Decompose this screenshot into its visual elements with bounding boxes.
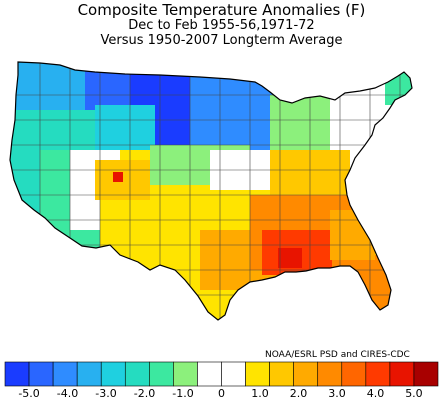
legend-tick-label: -4.0 [57, 387, 78, 400]
legend-swatch [389, 361, 415, 387]
legend-tick-label: 5.0 [405, 387, 423, 400]
legend-swatch [245, 361, 270, 387]
region-great-lakes-green [270, 95, 340, 155]
legend-tick-label: -2.0 [134, 387, 155, 400]
legend-swatch [341, 361, 367, 387]
division-boundaries [10, 62, 412, 320]
map-subtitle-period: Dec to Feb 1955-56,1971-72 [128, 18, 315, 33]
legend-tick-label: 2.0 [290, 387, 308, 400]
region-atlantic-orange [330, 210, 375, 260]
color-legend: -5.0 -4.0 -3.0 -2.0 -1.0 0 1.0 2.0 3.0 4.0 5.0 [4, 361, 439, 400]
legend-swatch [52, 361, 78, 387]
region-louisiana-deepred [278, 248, 302, 268]
legend-tick-label: 3.0 [328, 387, 346, 400]
legend-swatch [365, 361, 391, 387]
legend-swatch [293, 361, 319, 387]
legend-tick-label: -5.0 [18, 387, 39, 400]
legend-tick-label: 0 [218, 387, 225, 400]
region-florida-orange [350, 255, 395, 315]
legend-swatch [124, 361, 150, 387]
legend-swatch [197, 361, 222, 387]
legend-tick-label: 4.0 [367, 387, 385, 400]
data-credit: NOAA/ESRL PSD and CIRES-CDC [265, 350, 410, 360]
legend-swatch [76, 361, 102, 387]
region-wyoming-cyan [95, 105, 155, 150]
legend-swatch [317, 361, 343, 387]
legend-swatch [413, 361, 439, 387]
legend-swatch [149, 361, 174, 387]
legend-tick-label: -3.0 [95, 387, 116, 400]
legend-tick-label: -1.0 [172, 387, 193, 400]
legend-swatch [100, 361, 126, 387]
region-northwest-blue [10, 62, 85, 110]
map-title: Composite Temperature Anomalies (F) [77, 1, 366, 19]
legend-swatch [4, 361, 30, 387]
legend-tick-label: 1.0 [251, 387, 269, 400]
legend-swatch [28, 361, 54, 387]
us-climate-division-map [9, 61, 413, 321]
legend-swatch [269, 361, 294, 387]
map-subtitle-baseline: Versus 1950-2007 Longterm Average [100, 33, 343, 48]
region-southwest-yellow [100, 200, 210, 270]
legend-swatch [221, 361, 246, 387]
legend-swatch [173, 361, 198, 387]
region-utah-red [113, 172, 123, 182]
